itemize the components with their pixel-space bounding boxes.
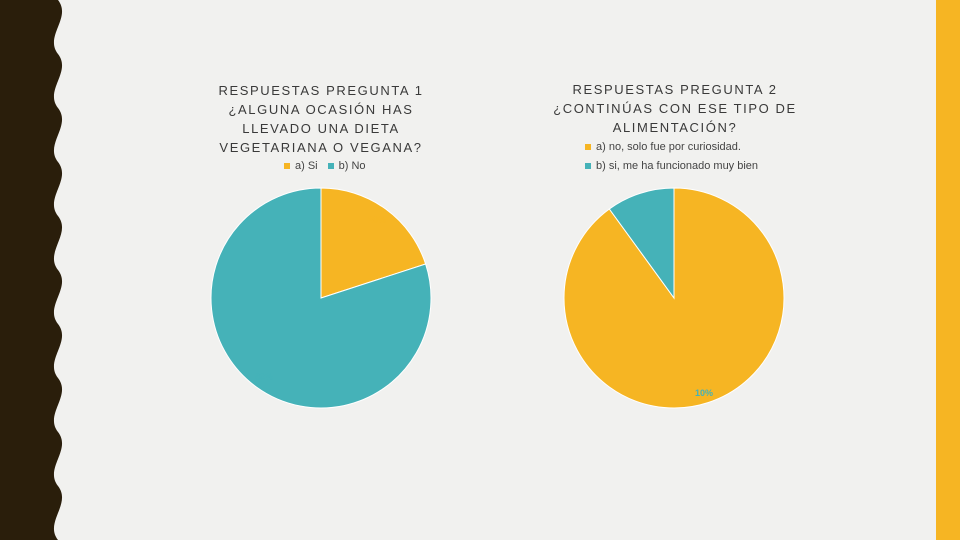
legend-label: b) No [338,160,366,172]
pie-slice [320,187,427,299]
legend-entry: a) Si [284,160,318,172]
chart2-legend-entry: a) no, solo fue por curiosidad. [585,141,741,153]
legend-swatch-icon [327,163,334,169]
legend-label: b) si, me ha funcionado muy bien [596,160,759,172]
legend-swatch-icon [284,163,290,169]
legend-label: a) Si [295,160,318,172]
chart1-title-line: LLEVADO UNA DIETA [242,121,400,136]
chart2-title-line: ALIMENTACIÓN? [612,120,738,135]
chart1-legend: a) Si b) No [284,160,376,172]
legend-entry: b) No [327,160,366,172]
pie-slice [210,187,432,409]
pie-slice [608,187,675,300]
chart2-title-line: ¿CONTINÚAS CON ESE TIPO DE [553,101,797,116]
chart2-title: RESPUESTAS PREGUNTA 2 ¿CONTINÚAS CON ESE… [545,80,805,137]
legend-swatch-icon [585,163,591,169]
chart1-title-line: RESPUESTAS PREGUNTA 1 [218,83,424,98]
pie-data-label: 10% [695,388,713,398]
pie-data-label: 80% [255,372,273,382]
decorative-left-border [0,0,63,540]
chart2-title-line: RESPUESTAS PREGUNTA 2 [572,82,778,97]
chart2-legend-entry: b) si, me ha funcionado muy bien [585,160,758,172]
pie-data-label: 20% [368,215,386,225]
legend-swatch-icon [585,144,591,150]
chart1-title-line: VEGETARIANA O VEGANA? [219,140,423,155]
legend-label: a) no, solo fue por curiosidad. [596,141,741,153]
chart1-title-line: ¿ALGUNA OCASIÓN HAS [228,102,414,117]
chart1-title: RESPUESTAS PREGUNTA 1 ¿ALGUNA OCASIÓN HA… [206,81,436,157]
accent-side-bar [936,0,960,540]
